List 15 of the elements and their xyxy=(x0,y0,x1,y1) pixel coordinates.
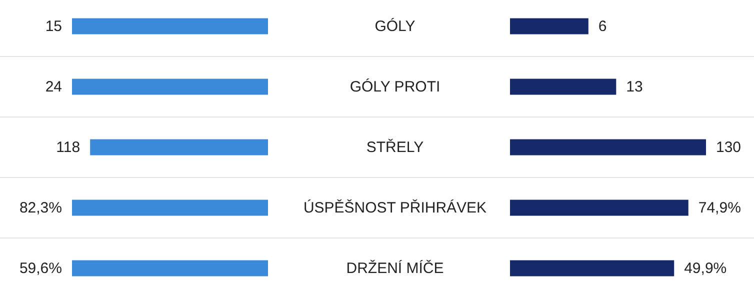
category-label: GÓLY xyxy=(374,16,416,35)
data-label: 6 xyxy=(598,18,607,35)
data-label: 130 xyxy=(716,138,742,156)
category-label: DRŽENÍ MÍČE xyxy=(346,258,444,277)
data-label: 82,3% xyxy=(19,199,62,216)
data-label: 74,9% xyxy=(698,199,741,216)
data-label: 118 xyxy=(56,138,80,156)
data-label: 15 xyxy=(45,18,62,35)
category-label: GÓLY PROTI xyxy=(350,77,440,96)
category-label: STŘELY xyxy=(366,138,424,156)
data-label: 24 xyxy=(45,78,62,96)
data-label: 13 xyxy=(626,78,643,96)
category-label: ÚSPĚŠNOST PŘIHRÁVEK xyxy=(303,198,487,216)
data-label: 49,9% xyxy=(684,260,727,277)
data-label: 59,6% xyxy=(19,260,62,277)
